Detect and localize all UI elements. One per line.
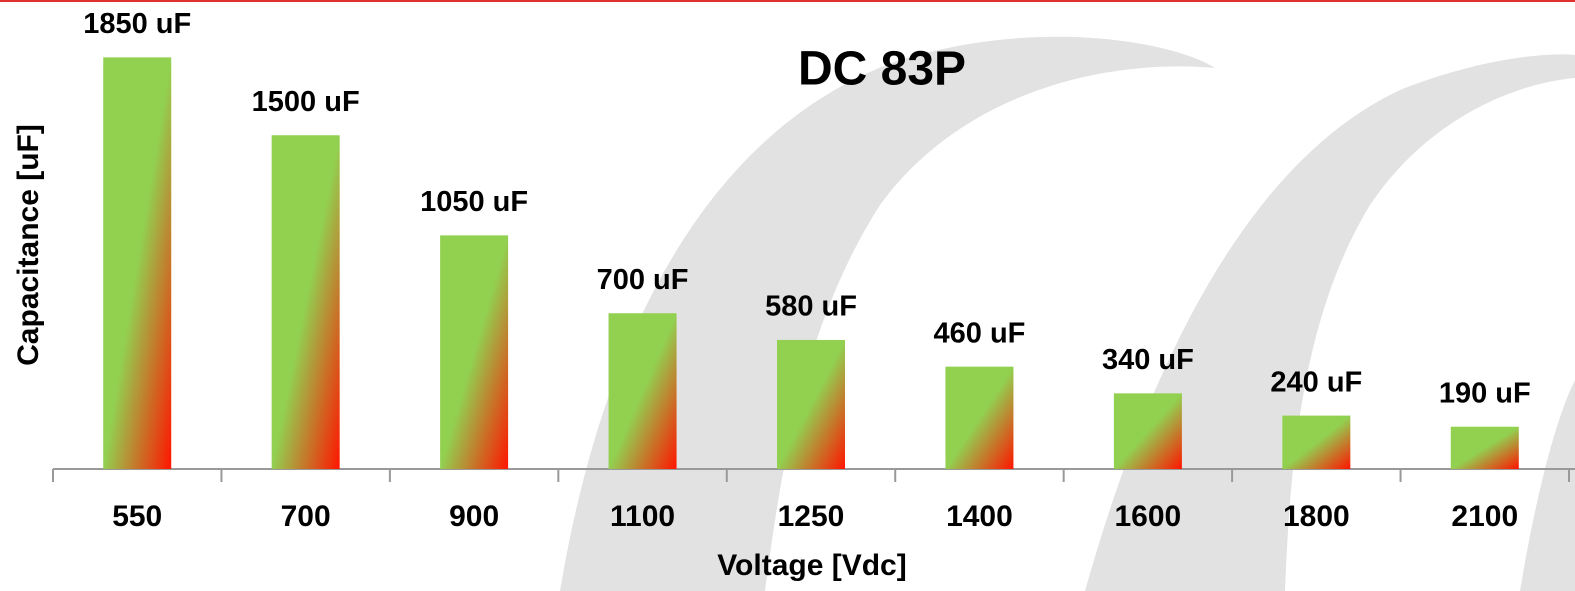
bar xyxy=(945,366,1014,469)
watermark xyxy=(560,36,1215,591)
bar xyxy=(271,135,340,469)
watermark xyxy=(1520,380,1575,591)
x-tick-label: 900 xyxy=(449,500,499,533)
data-label: 190 uF xyxy=(1439,377,1531,409)
watermark xyxy=(1085,54,1575,591)
bar xyxy=(608,313,677,469)
bar xyxy=(103,57,172,469)
x-tick-label: 1800 xyxy=(1283,500,1350,533)
data-label: 700 uF xyxy=(597,264,689,296)
x-tick-label: 1600 xyxy=(1115,500,1182,533)
data-label: 340 uF xyxy=(1102,344,1194,376)
bar xyxy=(1113,393,1182,469)
x-tick-label: 1400 xyxy=(946,500,1013,533)
x-tick-label: 1250 xyxy=(778,500,845,533)
bar xyxy=(1282,415,1351,469)
data-label: 1850 uF xyxy=(83,8,191,40)
chart-title: DC 83P xyxy=(798,43,966,96)
x-tick-label: 1100 xyxy=(610,500,675,533)
bar xyxy=(777,339,845,469)
y-axis-label: Capacitance [uF] xyxy=(12,124,45,366)
x-axis-label: Voltage [Vdc] xyxy=(717,549,906,582)
data-label: 580 uF xyxy=(765,291,857,323)
x-tick-label: 700 xyxy=(281,500,331,533)
bar xyxy=(440,235,509,469)
data-label: 460 uF xyxy=(934,317,1026,349)
bar xyxy=(1450,426,1519,469)
x-tick-label: 2100 xyxy=(1451,500,1518,533)
x-tick-label: 550 xyxy=(112,500,162,533)
data-label: 1500 uF xyxy=(252,86,360,118)
data-label: 1050 uF xyxy=(420,186,528,218)
data-label: 240 uF xyxy=(1270,366,1362,398)
